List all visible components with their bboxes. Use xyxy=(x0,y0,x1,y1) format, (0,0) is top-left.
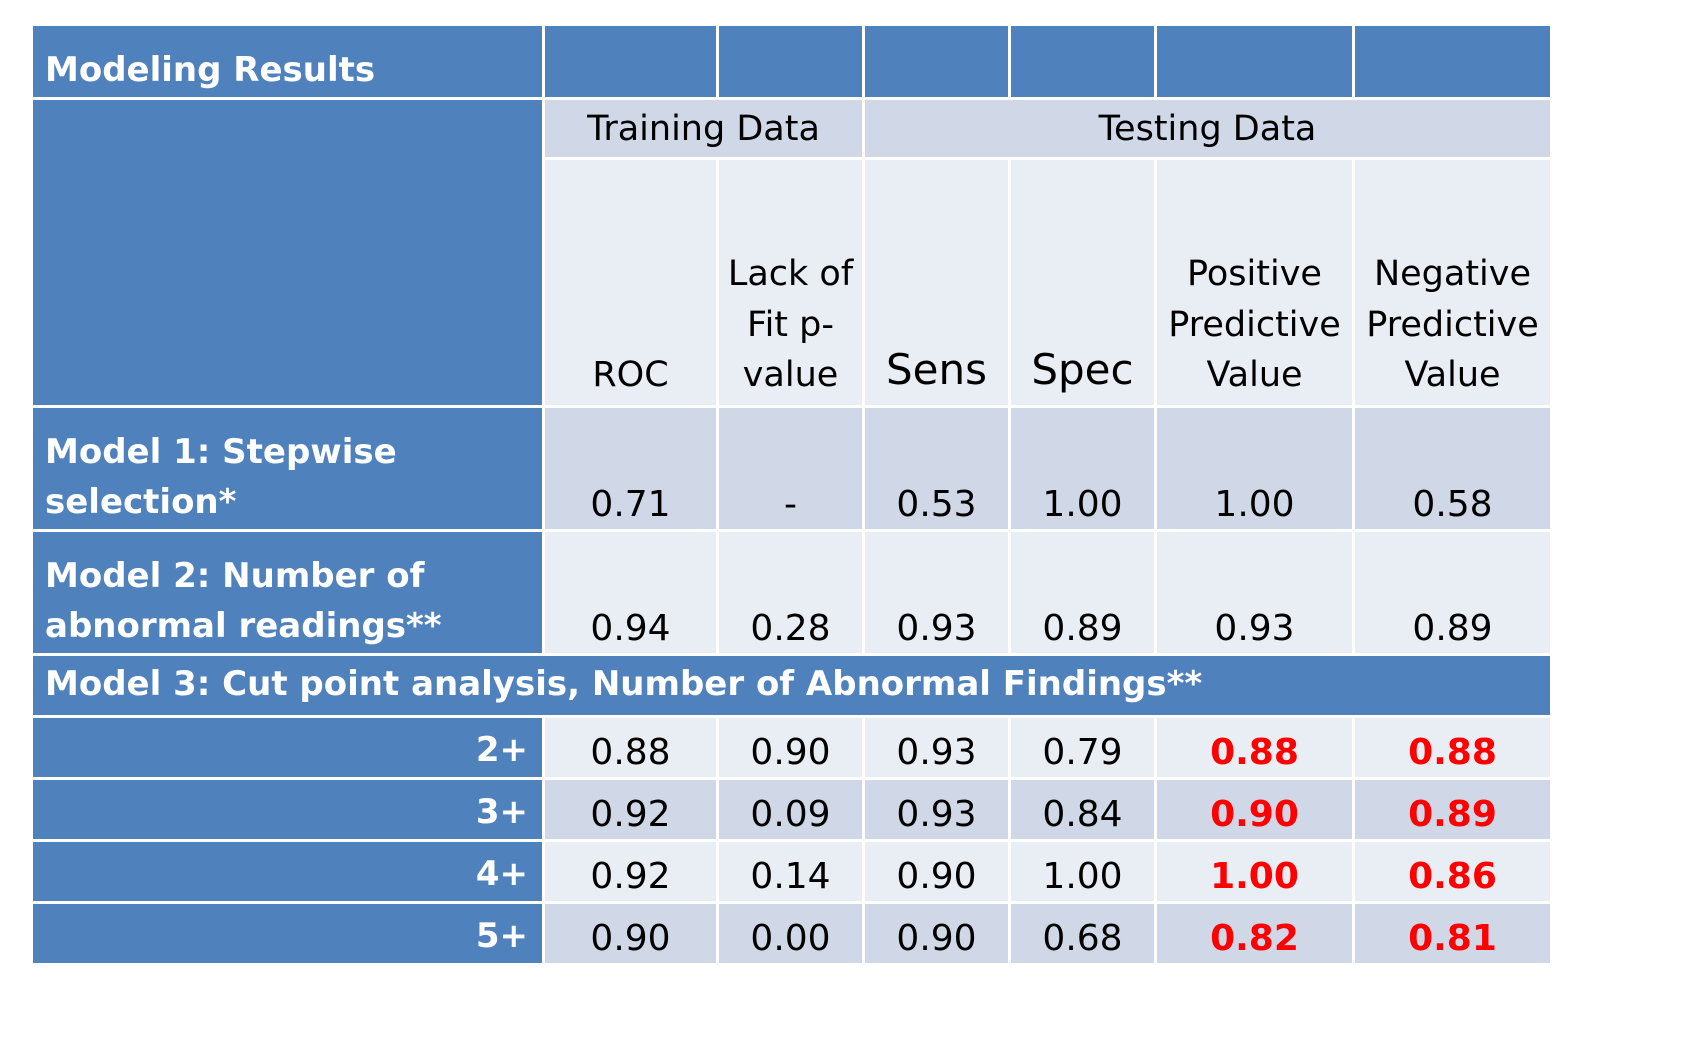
cell-spec: 0.89 xyxy=(1008,529,1157,656)
table-row-cut-4: 4+ 0.92 0.14 0.90 1.00 1.00 0.86 xyxy=(30,839,1553,904)
cell-spec: 1.00 xyxy=(1008,839,1157,904)
cell-roc: 0.92 xyxy=(542,839,719,904)
cell-npv: 0.89 xyxy=(1352,529,1553,656)
cut-point-label: 4+ xyxy=(30,839,545,904)
cut-point-label: 3+ xyxy=(30,777,545,842)
row-label-text: Model 1: Stepwise xyxy=(45,432,397,473)
col-header-npv: Negative Predictive Value xyxy=(1352,157,1553,408)
group-testing-data: Testing Data xyxy=(862,97,1553,160)
cell-ppv-highlighted: 0.90 xyxy=(1154,777,1355,842)
title-row-blank xyxy=(716,23,865,100)
col-header-sens: Sens xyxy=(862,157,1011,408)
header-corner xyxy=(30,97,545,408)
cell-ppv-highlighted: 0.88 xyxy=(1154,715,1355,780)
cell-spec: 0.79 xyxy=(1008,715,1157,780)
cell-lack-of-fit: 0.09 xyxy=(716,777,865,842)
title-row-blank xyxy=(862,23,1011,100)
cell-npv-highlighted: 0.89 xyxy=(1352,777,1553,842)
cell-lack-of-fit: 0.90 xyxy=(716,715,865,780)
col-header-text: Value xyxy=(1206,355,1303,396)
cell-lack-of-fit: - xyxy=(716,405,865,532)
row-label-model-1: Model 1: Stepwise selection* xyxy=(30,405,545,532)
col-header-text: value xyxy=(742,355,839,396)
cut-point-label: 5+ xyxy=(30,901,545,966)
col-header-roc: ROC xyxy=(542,157,719,408)
cell-roc: 0.90 xyxy=(542,901,719,966)
col-header-text: Fit p- xyxy=(746,304,834,345)
col-header-spec-text: Spec xyxy=(1031,345,1134,395)
row-label-text: Model 2: Number of xyxy=(45,556,425,597)
col-header-sens-text: Sens xyxy=(885,345,987,395)
cell-ppv: 0.93 xyxy=(1154,529,1355,656)
title-row-blank xyxy=(1352,23,1553,100)
cell-sens: 0.93 xyxy=(862,777,1011,842)
cell-roc: 0.88 xyxy=(542,715,719,780)
table-row-model-2: Model 2: Number of abnormal readings** 0… xyxy=(30,529,1553,656)
col-header-roc-text: ROC xyxy=(592,355,669,396)
cell-npv-highlighted: 0.81 xyxy=(1352,901,1553,966)
cell-npv-highlighted: 0.88 xyxy=(1352,715,1553,780)
cell-sens: 0.90 xyxy=(862,901,1011,966)
col-header-text: Lack of xyxy=(727,253,854,294)
modeling-results-table: Modeling Results Training Data Testing D… xyxy=(30,23,1553,966)
col-header-text: Value xyxy=(1404,355,1501,396)
cell-spec: 1.00 xyxy=(1008,405,1157,532)
table-row-model-1: Model 1: Stepwise selection* 0.71 - 0.53… xyxy=(30,405,1553,532)
col-header-text: Predictive xyxy=(1366,304,1539,345)
table-row-cut-2: 2+ 0.88 0.90 0.93 0.79 0.88 0.88 xyxy=(30,715,1553,780)
col-header-text: Positive xyxy=(1187,253,1322,294)
cell-npv: 0.58 xyxy=(1352,405,1553,532)
title-row-blank xyxy=(1008,23,1157,100)
cell-spec: 0.84 xyxy=(1008,777,1157,842)
row-label-text: abnormal readings** xyxy=(45,605,442,646)
cell-npv-highlighted: 0.86 xyxy=(1352,839,1553,904)
cut-point-label: 2+ xyxy=(30,715,545,780)
cell-roc: 0.71 xyxy=(542,405,719,532)
col-header-spec: Spec xyxy=(1008,157,1157,408)
cell-sens: 0.93 xyxy=(862,529,1011,656)
col-header-lack-of-fit: Lack of Fit p- value xyxy=(716,157,865,408)
cell-sens: 0.93 xyxy=(862,715,1011,780)
group-training-data: Training Data xyxy=(542,97,865,160)
cell-roc: 0.94 xyxy=(542,529,719,656)
col-header-text: Predictive xyxy=(1168,304,1341,345)
col-header-ppv: Positive Predictive Value xyxy=(1154,157,1355,408)
section-label-model-3: Model 3: Cut point analysis, Number of A… xyxy=(30,653,1553,718)
row-label-model-2: Model 2: Number of abnormal readings** xyxy=(30,529,545,656)
table-row-cut-5: 5+ 0.90 0.00 0.90 0.68 0.82 0.81 xyxy=(30,901,1553,966)
cell-sens: 0.90 xyxy=(862,839,1011,904)
cell-ppv-highlighted: 0.82 xyxy=(1154,901,1355,966)
title-row-blank xyxy=(1154,23,1355,100)
row-label-text: selection* xyxy=(45,481,237,522)
cell-ppv-highlighted: 1.00 xyxy=(1154,839,1355,904)
table-title: Modeling Results xyxy=(30,23,545,100)
cell-lack-of-fit: 0.14 xyxy=(716,839,865,904)
col-header-text: Negative xyxy=(1373,253,1532,294)
cell-lack-of-fit: 0.28 xyxy=(716,529,865,656)
cell-ppv: 1.00 xyxy=(1154,405,1355,532)
title-row-blank xyxy=(542,23,719,100)
cell-lack-of-fit: 0.00 xyxy=(716,901,865,966)
cell-sens: 0.53 xyxy=(862,405,1011,532)
table-row-cut-3: 3+ 0.92 0.09 0.93 0.84 0.90 0.89 xyxy=(30,777,1553,842)
cell-roc: 0.92 xyxy=(542,777,719,842)
cell-spec: 0.68 xyxy=(1008,901,1157,966)
